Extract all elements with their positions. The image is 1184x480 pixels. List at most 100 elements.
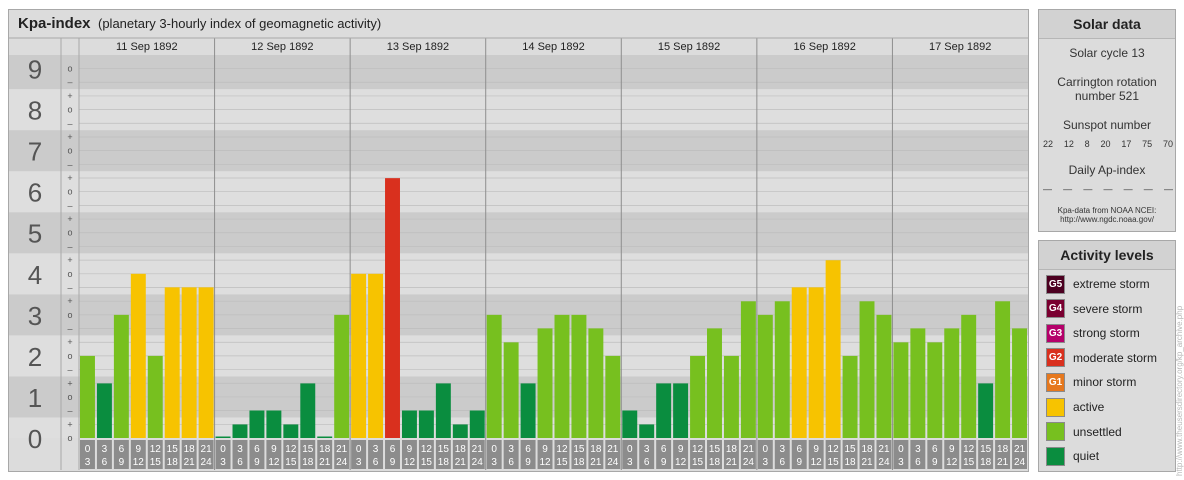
- ap-value: —: [1103, 184, 1113, 194]
- kp-bar: [910, 328, 926, 438]
- interval-end-label: 21: [590, 457, 602, 468]
- interval-end-label: 21: [726, 457, 738, 468]
- interval-start-label: 3: [644, 444, 650, 455]
- interval-start-label: 9: [542, 444, 548, 455]
- time-interval-box: [910, 440, 926, 469]
- time-interval-box: [283, 440, 299, 469]
- y-subtick-label: o: [67, 187, 72, 197]
- interval-start-label: 21: [743, 444, 755, 455]
- day-label: 15 Sep 1892: [658, 41, 720, 53]
- day-label: 11 Sep 1892: [116, 41, 178, 53]
- interval-end-label: 3: [763, 457, 769, 468]
- kp-bar: [503, 342, 519, 438]
- kp-bar: [639, 424, 655, 438]
- interval-end-label: 3: [85, 457, 91, 468]
- activity-level-swatch: [1046, 446, 1065, 466]
- ap-value: —: [1163, 184, 1173, 194]
- interval-end-label: 6: [237, 457, 243, 468]
- interval-end-label: 9: [525, 457, 531, 468]
- day-label: 17 Sep 1892: [929, 41, 991, 53]
- time-interval-box: [334, 440, 350, 469]
- y-tick-label: 4: [28, 260, 42, 290]
- kp-band: [9, 55, 1028, 90]
- y-subtick-label: o: [67, 269, 72, 279]
- chart-header: Kpa-index (planetary 3-hourly index of g…: [9, 10, 1028, 36]
- kp-bar: [825, 260, 841, 438]
- interval-start-label: 15: [573, 444, 585, 455]
- kp-bar: [435, 383, 451, 438]
- y-subtick-label: +: [67, 132, 72, 142]
- interval-start-label: 6: [525, 444, 531, 455]
- y-subtick-label: –: [67, 406, 72, 416]
- interval-end-label: 6: [508, 457, 514, 468]
- kp-bar: [385, 178, 400, 438]
- ap-index-label: Daily Ap-index: [1068, 163, 1146, 177]
- interval-end-label: 12: [811, 457, 823, 468]
- time-interval-box: [927, 440, 943, 469]
- y-tick-label: 1: [28, 383, 42, 413]
- y-subtick-label: o: [67, 146, 72, 156]
- y-tick-label: 3: [28, 301, 42, 331]
- kp-bar: [723, 355, 739, 438]
- kp-bar: [215, 436, 231, 438]
- interval-end-label: 24: [878, 457, 890, 468]
- interval-end-label: 18: [980, 457, 992, 468]
- time-interval-box: [808, 440, 824, 469]
- time-interval-box: [418, 440, 434, 469]
- kp-bar: [334, 314, 350, 438]
- sunspot-values: 22 12 8 20 17 75 70: [1043, 139, 1173, 149]
- kp-bar: [232, 424, 248, 438]
- interval-start-label: 21: [607, 444, 619, 455]
- interval-end-label: 18: [302, 457, 314, 468]
- data-source-line2: http://www.ngdc.noaa.gov/: [1060, 215, 1154, 224]
- interval-start-label: 9: [407, 444, 413, 455]
- interval-end-label: 3: [220, 457, 226, 468]
- time-interval-box: [893, 440, 909, 469]
- interval-end-label: 15: [692, 457, 704, 468]
- kp-bar: [452, 424, 468, 438]
- activity-level-label: extreme storm: [1073, 277, 1150, 291]
- ap-index-values: — — — — — — —: [1043, 184, 1173, 194]
- time-interval-box: [740, 440, 756, 469]
- interval-end-label: 24: [743, 457, 755, 468]
- kp-bar: [554, 314, 570, 438]
- y-subtick-label: –: [67, 200, 72, 210]
- interval-start-label: 3: [915, 444, 921, 455]
- sunspot-label: Sunspot number: [1062, 118, 1152, 132]
- y-subtick-label: o: [67, 105, 72, 115]
- time-interval-box: [978, 440, 994, 469]
- kp-bar: [300, 383, 316, 438]
- interval-end-label: 6: [915, 457, 921, 468]
- kp-bar: [96, 383, 112, 438]
- interval-end-label: 24: [1014, 457, 1026, 468]
- day-label: 13 Sep 1892: [387, 41, 449, 53]
- solar-cycle: Solar cycle 13: [1069, 46, 1145, 60]
- interval-start-label: 3: [373, 444, 379, 455]
- kp-bar: [486, 314, 502, 438]
- interval-end-label: 12: [268, 457, 280, 468]
- carrington-rotation-line2: number 521: [1074, 89, 1140, 103]
- sunspot-value: 17: [1121, 139, 1132, 149]
- time-interval-box: [588, 440, 604, 469]
- kp-bar: [181, 287, 197, 438]
- kp-bar: [656, 383, 672, 438]
- y-subtick-label: o: [67, 433, 72, 443]
- day-label: 16 Sep 1892: [793, 41, 855, 53]
- interval-start-label: 6: [796, 444, 802, 455]
- ap-value: —: [1143, 184, 1153, 194]
- interval-start-label: 12: [421, 444, 433, 455]
- kp-bar: [893, 342, 909, 438]
- interval-end-label: 12: [946, 457, 958, 468]
- interval-end-label: 3: [491, 457, 497, 468]
- interval-start-label: 6: [390, 444, 396, 455]
- time-interval-box: [1012, 440, 1027, 469]
- kp-bar: [978, 383, 994, 438]
- kp-bar: [283, 424, 299, 438]
- y-tick-label: 0: [28, 424, 42, 454]
- kp-bar: [808, 287, 824, 438]
- time-interval-box: [673, 440, 689, 469]
- y-subtick-label: –: [67, 159, 72, 169]
- sunspot-value: 20: [1100, 139, 1111, 149]
- interval-start-label: 18: [726, 444, 738, 455]
- time-interval-box: [435, 440, 451, 469]
